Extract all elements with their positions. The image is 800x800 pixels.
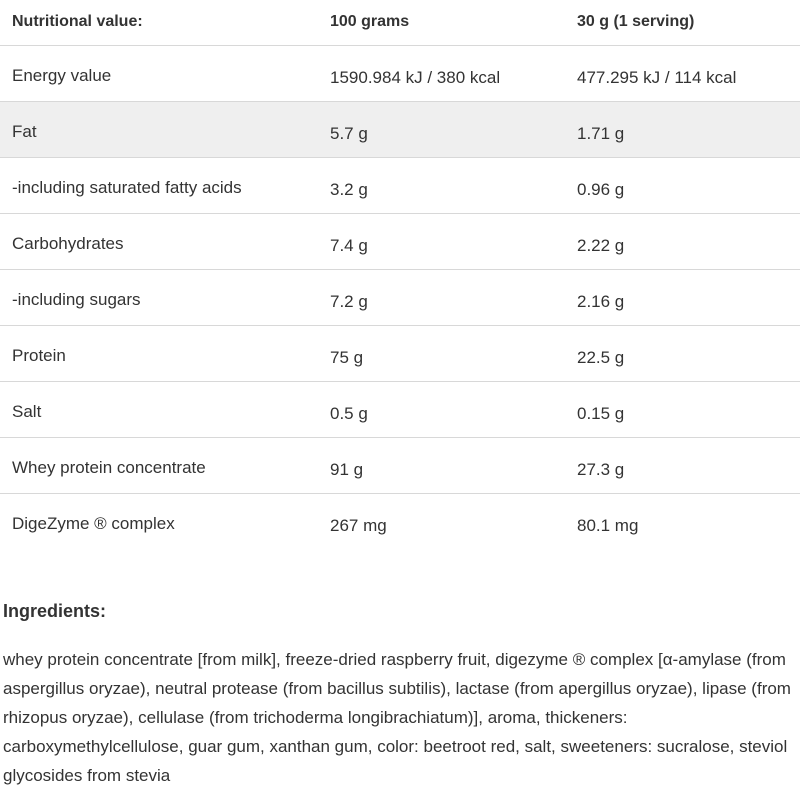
per-100g-value: 75 g (318, 325, 565, 381)
table-row: Whey protein concentrate 91 g 27.3 g (0, 437, 800, 493)
per-100g-value: 3.2 g (318, 157, 565, 213)
per-100g-value: 7.4 g (318, 213, 565, 269)
table-row: Carbohydrates 7.4 g 2.22 g (0, 213, 800, 269)
ingredients-heading: Ingredients: (3, 601, 106, 622)
row-label: -including sugars (0, 269, 318, 325)
table-row: Energy value 1590.984 kJ / 380 kcal 477.… (0, 45, 800, 101)
per-serving-value: 0.15 g (565, 381, 800, 437)
per-serving-value: 80.1 mg (565, 493, 800, 549)
per-serving-value: 27.3 g (565, 437, 800, 493)
column-header-serving: 30 g (1 serving) (565, 0, 800, 45)
column-header-nutritional-value: Nutritional value: (0, 0, 318, 45)
per-100g-value: 1590.984 kJ / 380 kcal (318, 45, 565, 101)
per-serving-value: 2.16 g (565, 269, 800, 325)
row-label: -including saturated fatty acids (0, 157, 318, 213)
row-label: Protein (0, 325, 318, 381)
row-label: Fat (0, 101, 318, 157)
row-label: Carbohydrates (0, 213, 318, 269)
per-serving-value: 477.295 kJ / 114 kcal (565, 45, 800, 101)
row-label: Energy value (0, 45, 318, 101)
per-serving-value: 1.71 g (565, 101, 800, 157)
table-row: -including saturated fatty acids 3.2 g 0… (0, 157, 800, 213)
row-label: Salt (0, 381, 318, 437)
table-header-row: Nutritional value: 100 grams 30 g (1 ser… (0, 0, 800, 45)
per-100g-value: 267 mg (318, 493, 565, 549)
table-row: DigeZyme ® complex 267 mg 80.1 mg (0, 493, 800, 549)
per-serving-value: 22.5 g (565, 325, 800, 381)
table-row: Protein 75 g 22.5 g (0, 325, 800, 381)
per-100g-value: 0.5 g (318, 381, 565, 437)
per-100g-value: 5.7 g (318, 101, 565, 157)
per-serving-value: 2.22 g (565, 213, 800, 269)
table-row: -including sugars 7.2 g 2.16 g (0, 269, 800, 325)
row-label: DigeZyme ® complex (0, 493, 318, 549)
table-row: Salt 0.5 g 0.15 g (0, 381, 800, 437)
ingredients-text: whey protein concentrate [from milk], fr… (3, 645, 793, 790)
column-header-100-grams: 100 grams (318, 0, 565, 45)
per-serving-value: 0.96 g (565, 157, 800, 213)
per-100g-value: 91 g (318, 437, 565, 493)
nutrition-table: Nutritional value: 100 grams 30 g (1 ser… (0, 0, 800, 549)
row-label: Whey protein concentrate (0, 437, 318, 493)
per-100g-value: 7.2 g (318, 269, 565, 325)
table-row: Fat 5.7 g 1.71 g (0, 101, 800, 157)
